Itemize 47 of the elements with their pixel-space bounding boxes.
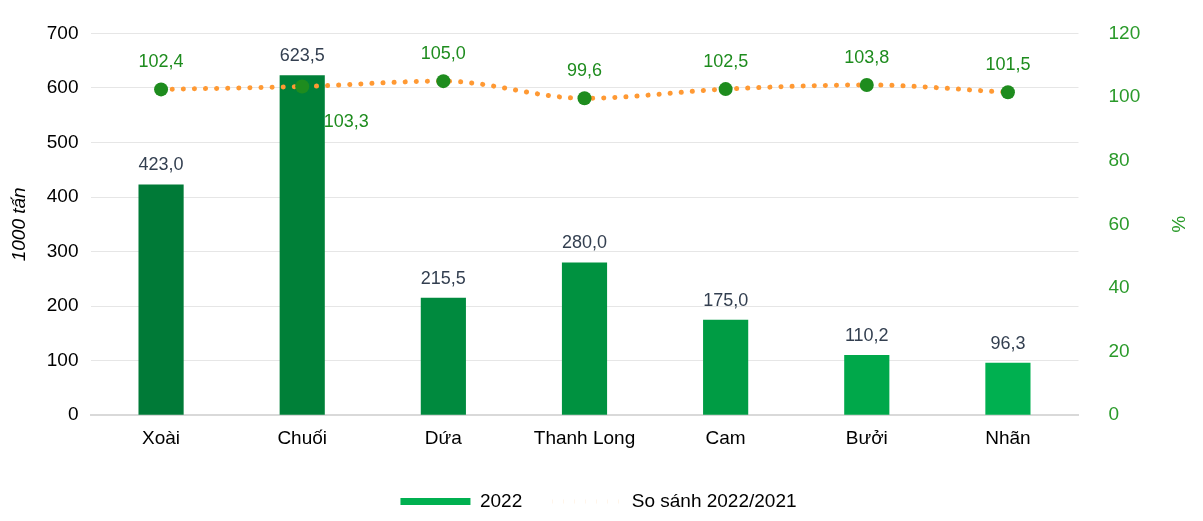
y-tick-label: 0 [67,403,79,425]
bar [844,355,890,415]
bar [279,75,325,415]
y2-axis-title: % [1168,215,1190,233]
y-tick-label: 300 [46,239,79,261]
bar [138,184,184,415]
bar [703,319,749,415]
y-tick-label: 500 [46,130,79,152]
y-tick-label: 600 [46,76,79,98]
y2-tick-label: 60 [1108,212,1130,234]
bar [985,362,1031,415]
data-label: 102,5 [703,51,749,72]
legend-label: 2022 [479,489,523,511]
x-tick-label: Dứa [424,426,463,448]
y-tick-label: 400 [46,185,79,207]
y2-tick-label: 0 [1108,403,1120,425]
y2-tick-label: 40 [1108,276,1130,298]
data-label: 423,0 [138,154,184,175]
x-tick-label: Nhãn [985,426,1031,448]
data-label: 280,0 [561,232,608,253]
y2-tick-label: 120 [1108,21,1141,43]
y2-tick-label: 80 [1108,148,1130,170]
x-tick-label: Xoài [142,426,181,448]
bar [420,297,466,415]
y-axis-title: 1000 tấn [7,187,29,262]
y-tick-label: 700 [46,21,79,43]
data-label: 99,6 [566,60,603,81]
x-tick-label: Bưởi [845,426,888,448]
y-tick-label: 200 [46,294,79,316]
bar [561,262,608,415]
data-label: 101,5 [985,54,1031,75]
x-tick-label: Thanh Long [533,426,636,448]
data-label: 175,0 [703,289,749,310]
x-tick-label: Cam [705,426,746,448]
data-label: 105,0 [420,43,466,64]
x-tick-label: Chuối [277,426,328,448]
data-label: 103,3 [323,110,369,131]
y2-tick-label: 100 [1108,85,1141,107]
data-label: 110,2 [844,325,889,346]
legend-label: So sánh 2022/2021 [631,489,797,511]
data-label: 623,5 [279,45,325,66]
data-label: 96,3 [990,332,1026,353]
data-label: 103,8 [844,46,890,67]
y2-tick-label: 20 [1108,339,1130,361]
y-tick-label: 100 [46,348,79,370]
data-label: 215,5 [420,267,466,288]
data-label: 102,4 [138,51,184,72]
